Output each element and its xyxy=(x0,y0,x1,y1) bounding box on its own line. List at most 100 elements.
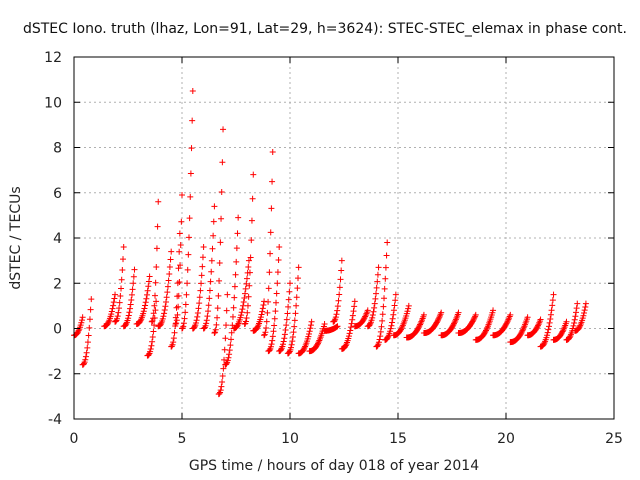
data-point xyxy=(242,318,249,325)
data-point xyxy=(451,319,458,326)
data-point xyxy=(116,299,123,306)
data-point xyxy=(285,296,292,303)
data-point xyxy=(176,279,183,286)
data-point xyxy=(225,354,232,361)
data-point xyxy=(547,315,554,322)
data-point xyxy=(300,346,307,353)
data-point xyxy=(247,254,254,261)
data-point xyxy=(189,117,196,124)
data-point xyxy=(281,335,288,342)
data-point xyxy=(161,306,168,313)
data-point xyxy=(219,378,226,385)
data-point xyxy=(214,305,221,312)
data-point xyxy=(116,305,123,312)
data-point xyxy=(382,264,389,271)
data-point xyxy=(111,295,118,302)
data-point xyxy=(149,338,156,345)
data-point xyxy=(380,303,387,310)
data-point xyxy=(145,351,152,358)
data-point xyxy=(405,305,412,312)
data-point xyxy=(174,280,181,287)
data-point xyxy=(544,332,551,339)
data-point xyxy=(269,178,276,185)
data-point xyxy=(370,308,377,315)
data-point xyxy=(544,329,551,336)
data-point xyxy=(375,339,382,346)
data-point xyxy=(389,315,396,322)
data-point xyxy=(417,320,424,327)
data-point xyxy=(267,250,274,257)
data-point xyxy=(558,329,565,336)
data-point xyxy=(519,327,526,334)
data-point xyxy=(451,320,457,327)
data-point xyxy=(231,283,238,290)
data-point xyxy=(119,267,126,274)
data-point xyxy=(215,292,222,299)
data-point xyxy=(505,316,512,323)
data-point xyxy=(582,304,589,311)
data-point xyxy=(149,317,156,324)
data-point xyxy=(180,320,187,327)
data-point xyxy=(384,239,391,246)
data-point xyxy=(278,346,285,353)
data-point xyxy=(399,323,406,330)
data-point xyxy=(503,320,510,327)
x-tick-label: 20 xyxy=(497,431,515,447)
data-point xyxy=(271,315,278,322)
data-point xyxy=(345,333,352,340)
data-point xyxy=(120,256,127,263)
data-point xyxy=(165,277,172,284)
data-point xyxy=(270,328,277,335)
data-point xyxy=(84,339,91,346)
data-point xyxy=(223,360,230,367)
data-point xyxy=(472,311,479,318)
data-point xyxy=(210,218,217,225)
data-point xyxy=(207,278,214,285)
data-point xyxy=(229,322,236,329)
data-point xyxy=(405,302,412,309)
data-point xyxy=(384,334,391,341)
data-point xyxy=(110,299,117,306)
data-point xyxy=(438,309,445,316)
data-point xyxy=(153,245,160,252)
data-point xyxy=(504,317,511,324)
data-point xyxy=(504,319,511,326)
data-point xyxy=(198,272,205,279)
data-point xyxy=(239,306,246,313)
data-point xyxy=(307,322,314,329)
data-point xyxy=(175,265,182,272)
data-point xyxy=(129,286,136,293)
grid-layer xyxy=(74,57,614,419)
y-tick-label: 2 xyxy=(53,276,62,292)
data-point xyxy=(181,315,188,322)
data-point xyxy=(173,317,180,324)
data-point xyxy=(127,301,134,308)
data-point xyxy=(150,328,157,335)
data-point xyxy=(572,313,579,320)
data-point xyxy=(549,297,556,304)
data-point xyxy=(131,266,138,273)
data-point xyxy=(130,273,137,280)
data-point xyxy=(331,317,338,324)
data-point xyxy=(308,318,315,325)
data-point xyxy=(347,327,354,334)
data-point xyxy=(145,283,152,290)
data-points xyxy=(71,87,589,398)
data-point xyxy=(483,327,489,334)
data-point xyxy=(205,302,212,309)
data-point xyxy=(268,205,275,212)
data-point xyxy=(118,276,125,283)
data-point xyxy=(166,264,173,271)
data-point xyxy=(130,280,137,287)
data-point xyxy=(382,275,389,282)
data-point xyxy=(373,284,380,291)
data-point xyxy=(224,357,231,364)
data-point xyxy=(217,239,224,246)
data-point xyxy=(149,333,156,340)
data-point xyxy=(379,311,386,318)
data-point xyxy=(220,126,227,133)
data-point xyxy=(144,287,151,294)
data-point xyxy=(289,338,296,345)
data-point xyxy=(143,295,150,302)
data-point xyxy=(301,344,308,351)
